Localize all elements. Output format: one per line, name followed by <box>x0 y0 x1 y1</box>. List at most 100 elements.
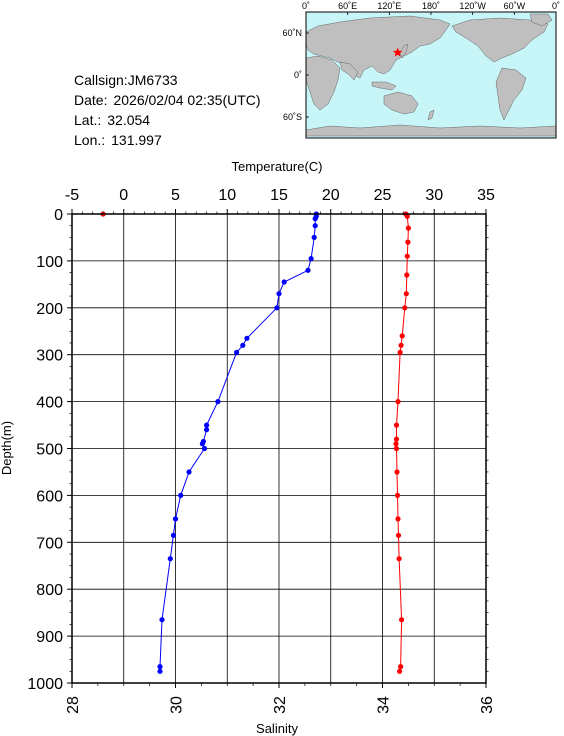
salinity-point <box>395 516 401 522</box>
salinity-point <box>397 349 403 355</box>
temperature-point <box>276 291 282 297</box>
land-australia <box>383 91 419 115</box>
top-axis-label: Temperature(C) <box>231 159 322 174</box>
lon-label: Lon.: <box>74 132 106 148</box>
salinity-point <box>398 342 404 348</box>
left-tick-label: 300 <box>36 348 63 365</box>
temperature-point <box>172 516 179 522</box>
temperature-point <box>308 256 314 262</box>
salinity-point <box>399 333 405 339</box>
temperature-point <box>204 422 210 428</box>
callsign-value: JM6733 <box>127 72 178 88</box>
left-tick-label: 900 <box>36 629 63 646</box>
bottom-tick-label: 34 <box>376 696 393 714</box>
land-antarctica <box>305 124 557 137</box>
map-land <box>305 13 557 137</box>
salinity-point <box>404 213 410 219</box>
lat-value: 32.054 <box>107 112 151 128</box>
top-tick-label: 25 <box>374 187 392 204</box>
left-tick-label: 500 <box>36 442 63 459</box>
top-tick-label: 30 <box>425 187 443 204</box>
left-tick-label: 600 <box>36 488 63 505</box>
left-tick-label: 400 <box>36 395 63 412</box>
y-axis-label: Depth(m) <box>0 421 14 475</box>
land-africa <box>305 55 341 111</box>
bottom-tick-label: 30 <box>169 696 186 714</box>
salinity-point <box>393 445 400 452</box>
salinity-point <box>393 441 399 447</box>
map-lon-label: 0˚ <box>552 1 560 11</box>
temperature-point <box>170 532 176 538</box>
salinity-point <box>395 532 402 538</box>
salinity-point <box>393 436 400 442</box>
temperature-point <box>312 223 318 229</box>
salinity-line <box>103 213 409 672</box>
chart-grid <box>71 213 487 684</box>
callsign-line: Callsign:JM6733 <box>74 70 261 90</box>
temperature-point <box>201 445 208 452</box>
salinity-point <box>398 664 404 670</box>
salinity-point <box>403 291 409 297</box>
land-north-america <box>451 17 549 63</box>
temperature-point <box>274 305 280 311</box>
map-lon-label: 120˚E <box>377 1 401 11</box>
top-tick-label: 15 <box>270 187 288 204</box>
land-indonesia <box>371 81 397 91</box>
date-line: Date: 2026/02/04 02:35(UTC) <box>74 90 261 110</box>
land-greenland <box>529 13 553 27</box>
map-lat-label: 0˚ <box>294 70 302 80</box>
top-tick-label: 35 <box>477 187 495 204</box>
lon-line: Lon.: 131.997 <box>74 130 261 150</box>
map-lat-label: 60˚N <box>282 28 302 38</box>
salinity-point <box>405 239 411 245</box>
station-marker-icon <box>392 47 403 57</box>
temperature-point <box>312 216 318 222</box>
temperature-point <box>167 556 173 562</box>
temperature-point <box>305 267 311 273</box>
temperature-point <box>157 664 163 670</box>
temperature-point <box>311 234 317 240</box>
temperature-point <box>244 335 250 341</box>
salinity-point <box>393 422 400 428</box>
left-tick-label: 800 <box>36 582 63 599</box>
top-tick-label: 10 <box>218 187 236 204</box>
left-tick-label: 100 <box>36 254 63 271</box>
lat-line: Lat.: 32.054 <box>74 110 261 130</box>
map-lon-label: 180˚ <box>422 1 440 11</box>
bottom-axis-label: Salinity <box>256 721 298 736</box>
lon-value: 131.997 <box>111 132 162 148</box>
map-labels: 0˚ 60˚E 120˚E 180˚ 120˚W 60˚W 0˚ 60˚N 0˚ 60˚S <box>282 1 560 122</box>
salinity-point <box>394 492 401 498</box>
salinity-point <box>395 399 401 405</box>
land-india <box>339 61 359 81</box>
map-lon-label: 60˚E <box>338 1 357 11</box>
left-tick-label: 200 <box>36 301 63 318</box>
salinity-point <box>394 469 400 475</box>
salinity-point <box>397 668 403 674</box>
top-tick-label: 20 <box>322 187 340 204</box>
land-newzealand <box>427 109 435 121</box>
map-lon-label: 60˚W <box>504 1 526 11</box>
salinity-point <box>404 253 410 259</box>
salinity-point <box>404 272 410 278</box>
date-value: 2026/02/04 02:35(UTC) <box>113 92 261 108</box>
left-tick-label: 700 <box>36 535 63 552</box>
map-lon-label: 120˚W <box>459 1 486 11</box>
temperature-line <box>159 214 317 672</box>
salinity-point <box>399 617 405 623</box>
salinity-point <box>402 305 408 311</box>
station-star <box>392 47 403 57</box>
map-lon-label: 0˚ <box>302 1 310 11</box>
callsign-label: Callsign: <box>74 72 128 88</box>
top-tick-label: 0 <box>119 187 128 204</box>
map-lat-label: 60˚S <box>283 112 302 122</box>
bottom-tick-label: 28 <box>65 696 82 714</box>
left-tick-label: 1000 <box>27 676 63 693</box>
bottom-tick-label: 36 <box>479 696 496 714</box>
date-label: Date: <box>74 92 108 108</box>
location-map: 0˚ 60˚E 120˚E 180˚ 120˚W 60˚W 0˚ 60˚N 0˚ 60˚S <box>282 1 560 139</box>
chart-series <box>100 211 411 674</box>
lat-label: Lat.: <box>74 112 102 128</box>
